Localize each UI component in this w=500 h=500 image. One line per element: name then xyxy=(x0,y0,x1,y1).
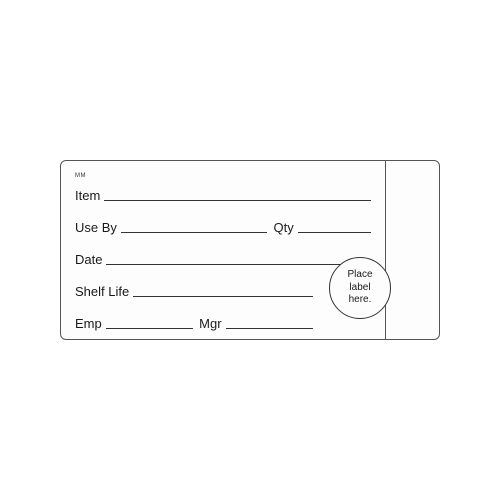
row-date: Date xyxy=(75,245,371,267)
label-emp: Emp xyxy=(75,316,102,331)
label-qty: Qty xyxy=(273,220,293,235)
line-shelf-life xyxy=(133,296,313,297)
circle-text-2: label xyxy=(349,282,370,295)
row-shelf-life: Shelf Life xyxy=(75,277,371,299)
row-emp-mgr: Emp Mgr xyxy=(75,309,371,331)
line-date xyxy=(106,264,371,265)
row-useby-qty: Use By Qty xyxy=(75,213,371,235)
label-item: Item xyxy=(75,188,100,203)
line-use-by xyxy=(121,232,268,233)
brand-mark: MM xyxy=(75,173,371,179)
line-mgr xyxy=(226,328,313,329)
circle-text-3: here. xyxy=(349,294,372,307)
label-main-area: MM Item Use By Qty Date Shelf Life Emp M… xyxy=(61,161,385,339)
label-shelf-life: Shelf Life xyxy=(75,284,129,299)
label-date: Date xyxy=(75,252,102,267)
line-qty xyxy=(298,232,371,233)
label-side-tab xyxy=(385,161,439,339)
label-mgr: Mgr xyxy=(199,316,221,331)
label-use-by: Use By xyxy=(75,220,117,235)
place-label-circle: Place label here. xyxy=(329,257,391,319)
row-item: Item xyxy=(75,181,371,203)
circle-text-1: Place xyxy=(347,269,372,282)
line-item xyxy=(104,200,371,201)
line-emp xyxy=(106,328,193,329)
food-rotation-label: MM Item Use By Qty Date Shelf Life Emp M… xyxy=(60,160,440,340)
